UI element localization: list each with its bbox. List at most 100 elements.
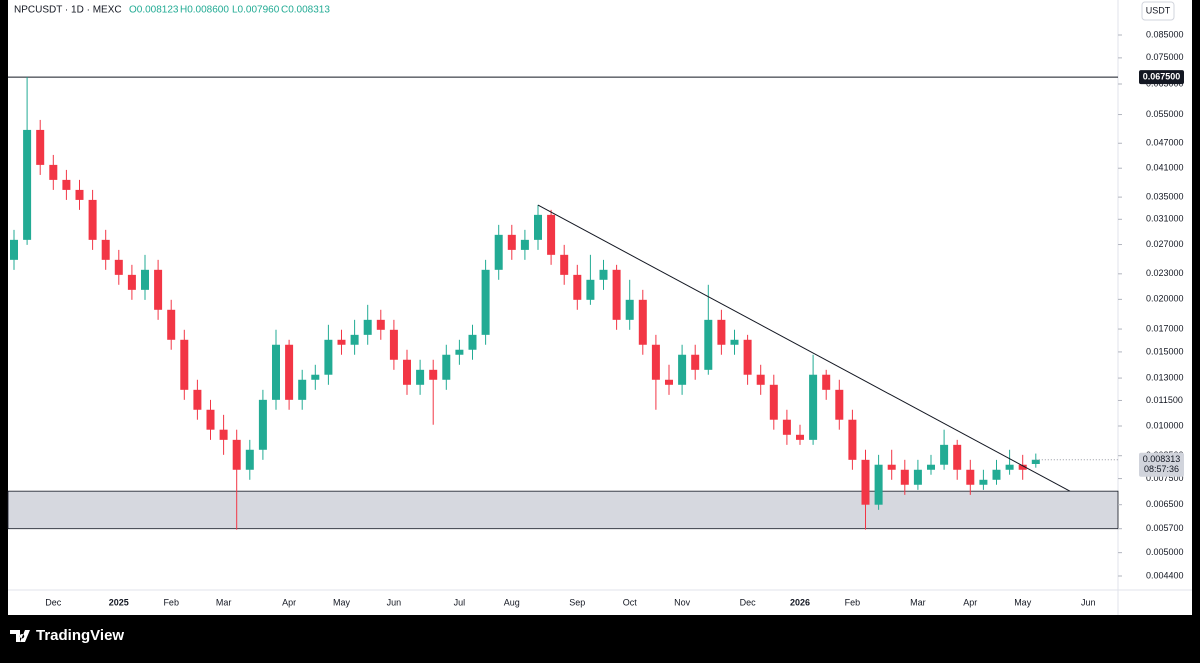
support-zone bbox=[7, 490, 1119, 530]
y-tick-label: 0.004400 bbox=[1146, 570, 1184, 580]
candle-body bbox=[389, 329, 398, 360]
candle-body bbox=[992, 469, 1001, 480]
x-tick-label: Feb bbox=[163, 597, 179, 607]
candle-body bbox=[769, 384, 778, 420]
y-tick-label: 0.041000 bbox=[1146, 163, 1184, 173]
candle-body bbox=[10, 239, 18, 260]
x-tick-label: Mar bbox=[910, 597, 926, 607]
candle-body bbox=[455, 349, 464, 355]
last-price-box bbox=[1139, 452, 1184, 477]
candle-body bbox=[232, 439, 241, 470]
candle-body bbox=[953, 444, 962, 470]
candle-body bbox=[219, 429, 228, 440]
countdown-label: 08:57:36 bbox=[1144, 464, 1179, 474]
candle-body bbox=[193, 389, 202, 410]
candle-body bbox=[324, 339, 333, 375]
candle-body bbox=[796, 434, 804, 440]
x-tick-label: Nov bbox=[674, 597, 691, 607]
currency-button[interactable] bbox=[1141, 1, 1175, 21]
candle-body bbox=[376, 319, 385, 330]
currency-label[interactable]: USDT bbox=[1146, 5, 1171, 15]
candle-body bbox=[337, 339, 346, 345]
candle-body bbox=[927, 464, 935, 470]
candle-body bbox=[62, 179, 71, 190]
ohlc-low: L0.007960 bbox=[232, 5, 280, 16]
x-tick-label: 2026 bbox=[790, 597, 810, 607]
candle-body bbox=[756, 374, 765, 385]
x-tick-label: Oct bbox=[623, 597, 638, 607]
candle-body bbox=[966, 469, 975, 485]
candle-body bbox=[1031, 459, 1040, 464]
y-tick-label: 0.011500 bbox=[1146, 395, 1183, 405]
candle-body bbox=[743, 339, 752, 375]
candle-body bbox=[940, 444, 949, 465]
x-tick-label: Sep bbox=[569, 597, 585, 607]
plot bbox=[7, 76, 1119, 530]
y-tick-label: 0.007500 bbox=[1146, 473, 1184, 483]
candle-body bbox=[1005, 464, 1014, 470]
candle-body bbox=[403, 359, 411, 385]
last-price-label: 0.008313 bbox=[1143, 454, 1181, 464]
y-tick-label: 0.013000 bbox=[1146, 372, 1184, 382]
y-tick-label: 0.075000 bbox=[1146, 52, 1184, 62]
y-tick-label: 0.017000 bbox=[1146, 323, 1184, 333]
y-tick-label: 0.031000 bbox=[1146, 214, 1184, 224]
candle-body bbox=[717, 319, 726, 345]
candle-body bbox=[913, 469, 922, 485]
x-tick-label: Dec bbox=[45, 597, 62, 607]
candle-body bbox=[245, 449, 254, 470]
y-tick-label: 0.015000 bbox=[1146, 346, 1184, 356]
candle-body bbox=[782, 419, 791, 435]
symbol-title: NPCUSDT · 1D · MEXC bbox=[14, 5, 122, 16]
candle-body bbox=[114, 259, 123, 275]
x-tick-label: Jun bbox=[1081, 597, 1096, 607]
y-tick-label: 0.055000 bbox=[1146, 109, 1184, 119]
brand-icon bbox=[10, 630, 30, 642]
candle-body bbox=[167, 309, 176, 340]
candle-body bbox=[651, 344, 660, 380]
y-tick-label: 0.020000 bbox=[1146, 294, 1184, 304]
candle-body bbox=[612, 269, 621, 320]
candle-body bbox=[494, 234, 503, 270]
candle-body bbox=[298, 379, 307, 400]
candle-body bbox=[350, 334, 359, 345]
candle-body bbox=[560, 254, 569, 275]
y-tick-label: 0.010000 bbox=[1146, 420, 1184, 430]
y-tick-label: 0.085000 bbox=[1146, 29, 1184, 39]
candle-body bbox=[900, 469, 909, 485]
y-tick-label: 0.047000 bbox=[1146, 138, 1184, 148]
ohlc-close: C0.008313 bbox=[281, 5, 330, 16]
candle-body bbox=[848, 419, 857, 460]
x-tick-label: Feb bbox=[845, 597, 861, 607]
candle-body bbox=[468, 334, 477, 350]
candle-body bbox=[507, 234, 516, 250]
brand-logo bbox=[10, 630, 30, 642]
candle-body bbox=[534, 214, 542, 240]
candle-body bbox=[49, 164, 58, 180]
candle-body bbox=[573, 274, 582, 300]
candle-body bbox=[101, 239, 110, 260]
x-tick-label: Mar bbox=[216, 597, 232, 607]
candle-body bbox=[75, 189, 84, 200]
x-tick-label: Apr bbox=[282, 597, 296, 607]
y-tick-label: 0.005000 bbox=[1146, 547, 1184, 557]
candle-body bbox=[678, 354, 687, 385]
candle-body bbox=[730, 339, 739, 345]
trendline bbox=[537, 204, 1071, 492]
candle-body bbox=[311, 374, 320, 380]
candle-body bbox=[141, 269, 149, 290]
x-tick-label: May bbox=[333, 597, 351, 607]
candle-body bbox=[442, 354, 451, 380]
candle-body bbox=[665, 379, 673, 385]
candle-body bbox=[285, 344, 294, 400]
y-tick-label: 0.023000 bbox=[1146, 268, 1184, 278]
candle-body bbox=[416, 369, 425, 385]
candle-body bbox=[429, 369, 438, 380]
y-tick-label: 0.035000 bbox=[1146, 191, 1184, 201]
candle-body bbox=[180, 339, 189, 390]
candle-body bbox=[822, 374, 831, 390]
candle-body bbox=[520, 239, 529, 250]
x-tick-label: 2025 bbox=[109, 597, 129, 607]
